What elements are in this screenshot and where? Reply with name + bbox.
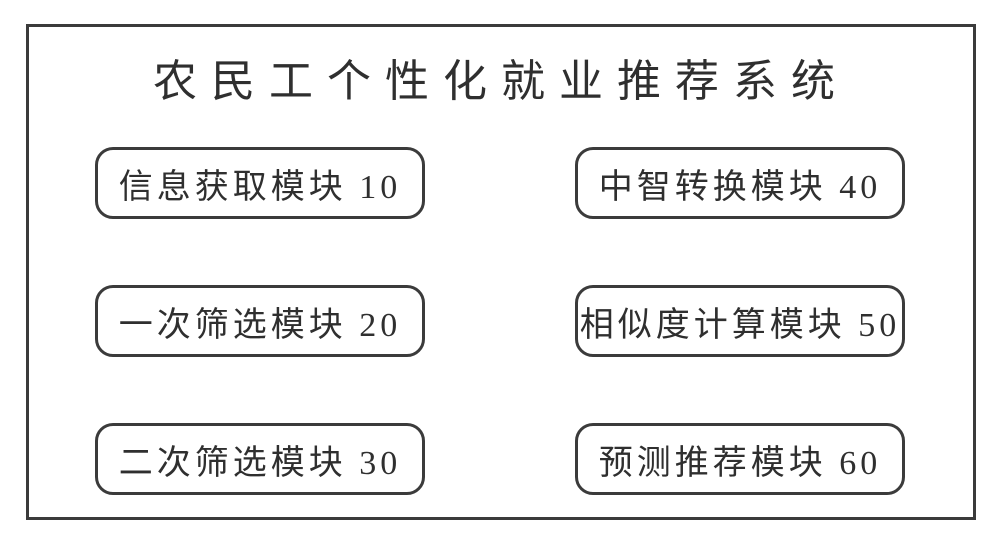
system-container: 农民工个性化就业推荐系统 信息获取模块 10 一次筛选模块 20 二次筛选模块 … bbox=[26, 24, 976, 520]
module-label: 信息获取模块 10 bbox=[119, 159, 402, 208]
module-label: 中智转换模块 40 bbox=[599, 159, 882, 208]
module-second-filter-30: 二次筛选模块 30 bbox=[95, 423, 425, 495]
module-neutrosophic-transform-40: 中智转换模块 40 bbox=[575, 147, 905, 219]
module-label: 相似度计算模块 50 bbox=[580, 297, 901, 346]
module-label: 一次筛选模块 20 bbox=[119, 297, 402, 346]
module-info-acquire-10: 信息获取模块 10 bbox=[95, 147, 425, 219]
module-label: 预测推荐模块 60 bbox=[599, 435, 882, 484]
system-title: 农民工个性化就业推荐系统 bbox=[29, 45, 973, 109]
module-predict-recommend-60: 预测推荐模块 60 bbox=[575, 423, 905, 495]
module-similarity-calc-50: 相似度计算模块 50 bbox=[575, 285, 905, 357]
module-first-filter-20: 一次筛选模块 20 bbox=[95, 285, 425, 357]
module-label: 二次筛选模块 30 bbox=[119, 435, 402, 484]
